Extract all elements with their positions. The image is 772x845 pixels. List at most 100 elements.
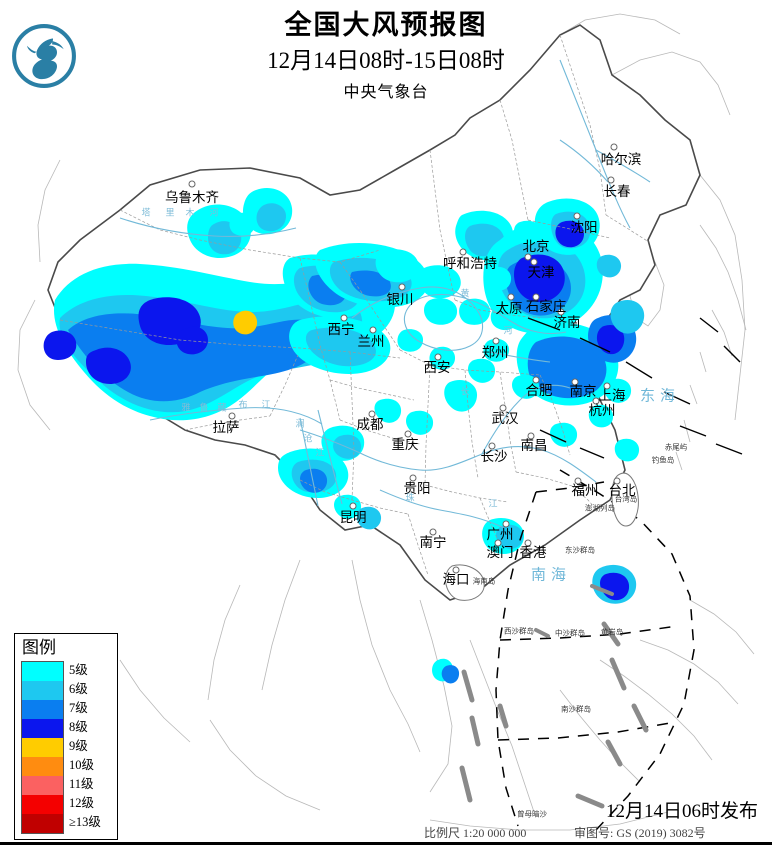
city-label: 兰州: [357, 334, 385, 349]
island-label: 钓鱼岛: [651, 455, 675, 465]
city-label: 重庆: [391, 437, 419, 452]
city-label: 西安: [423, 360, 451, 375]
city-label: 天津: [527, 265, 555, 280]
issue-time: 12月14日06时发布: [605, 801, 758, 822]
city-label: 澳门: [486, 545, 514, 560]
city-marker: [499, 404, 507, 412]
wind-area-northeast: [484, 220, 622, 291]
legend-label-7: 11级: [69, 777, 94, 791]
city-marker: [527, 432, 535, 440]
city-marker: [574, 477, 582, 485]
river-label: 长: [460, 386, 470, 397]
river-label: 沧: [303, 433, 313, 444]
city-marker: [524, 253, 532, 261]
city-marker: [532, 293, 540, 301]
city-marker: [557, 308, 565, 316]
south-sea-island-marks: [459, 621, 649, 809]
city-label: 杭州: [588, 403, 616, 418]
city-label: 香港: [519, 545, 547, 560]
legend-swatch-6: [22, 757, 63, 776]
city-label: 乌鲁木齐: [165, 190, 219, 205]
city-label: 郑州: [481, 345, 509, 360]
legend-swatch-1: [22, 662, 63, 681]
river-label: 黄: [460, 288, 470, 299]
river-label: 河: [503, 325, 513, 336]
rivers-layer: [119, 59, 651, 529]
legend-panel: 图例 5级 6级 7级 8级 9级 10级 11级 12级 ≥13级: [14, 633, 118, 840]
city-label: 太原: [495, 301, 523, 316]
city-label: 昆明: [339, 510, 367, 525]
city-marker: [494, 539, 502, 547]
city-marker: [368, 410, 376, 418]
wind-area-tibet-xinjiang: [43, 188, 396, 421]
river-label: 珠: [405, 492, 415, 503]
map-review-number: 审图号: GS (2019) 3082号: [574, 826, 706, 840]
neighbor-coastlines: [17, 13, 755, 831]
island-label: 黄岩岛: [600, 627, 624, 637]
city-marker: [592, 397, 600, 405]
river-label: 澜: [295, 418, 305, 429]
city-marker: [492, 337, 500, 345]
river-label: 河: [209, 207, 219, 218]
city-marker: [571, 378, 579, 386]
legend-swatch-4: [22, 719, 63, 738]
east-sea-island-marks: [534, 584, 614, 638]
river-label: 雅: [181, 402, 191, 413]
river-label: 里: [165, 207, 175, 218]
city-label: 海口: [442, 572, 470, 587]
city-label: 石家庄: [525, 299, 567, 314]
city-label: 南宁: [419, 535, 447, 550]
city-marker: [532, 376, 540, 384]
city-marker: [429, 528, 437, 536]
legend-swatch-5: [22, 738, 63, 757]
city-label: 北京: [522, 239, 550, 254]
legend-swatch-9: [22, 814, 63, 833]
city-marker: [610, 143, 618, 151]
island-label: 西沙群岛: [504, 626, 534, 636]
bottom-rule: [0, 842, 772, 845]
city-label: 广州: [486, 527, 514, 542]
city-label: 哈尔滨: [600, 152, 642, 167]
city-marker: [607, 176, 615, 184]
city-marker: [434, 353, 442, 361]
city-marker: [452, 566, 460, 574]
city-marker: [228, 412, 236, 420]
city-marker: [530, 258, 538, 266]
city-label: 贵阳: [403, 481, 431, 496]
river-label: 木: [185, 207, 195, 218]
legend-label-2: 6级: [69, 682, 88, 696]
wind-field-layer: [43, 188, 645, 684]
city-marker: [409, 474, 417, 482]
island-label: 澎湖列岛: [585, 503, 615, 513]
city-marker: [603, 382, 611, 390]
map-scale: 比例尺 1:20 000 000: [424, 826, 527, 840]
river-label: 鲁: [199, 402, 209, 413]
legend-swatch-2: [22, 681, 63, 700]
legend-body: 5级 6级 7级 8级 9级 10级 11级 12级 ≥13级: [21, 661, 113, 834]
legend-swatch-3: [22, 700, 63, 719]
sea-label: 南海: [530, 566, 572, 584]
river-label: 江: [315, 447, 325, 458]
legend-title: 图例: [22, 638, 56, 657]
city-marker: [488, 442, 496, 450]
major-islands: [445, 472, 639, 601]
legend-label-9: ≥13级: [69, 815, 101, 829]
legend-label-8: 12级: [69, 796, 95, 810]
city-marker: [507, 293, 515, 301]
city-marker: [459, 248, 467, 256]
city-label: 成都: [356, 417, 384, 432]
legend-label-6: 10级: [69, 758, 95, 772]
legend-label-4: 8级: [69, 720, 88, 734]
city-marker: [613, 477, 621, 485]
nine-dash-line: [527, 317, 743, 459]
wind-area-bohai-yellow-sea: [483, 198, 645, 406]
city-marker: [404, 430, 412, 438]
island-label: 南沙群岛: [561, 704, 591, 714]
city-marker: [349, 502, 357, 510]
wind-area-gansu-qinghai: [289, 243, 429, 375]
river-label: 布: [238, 399, 248, 410]
river-label: 藏: [217, 402, 227, 413]
city-marker: [398, 283, 406, 291]
